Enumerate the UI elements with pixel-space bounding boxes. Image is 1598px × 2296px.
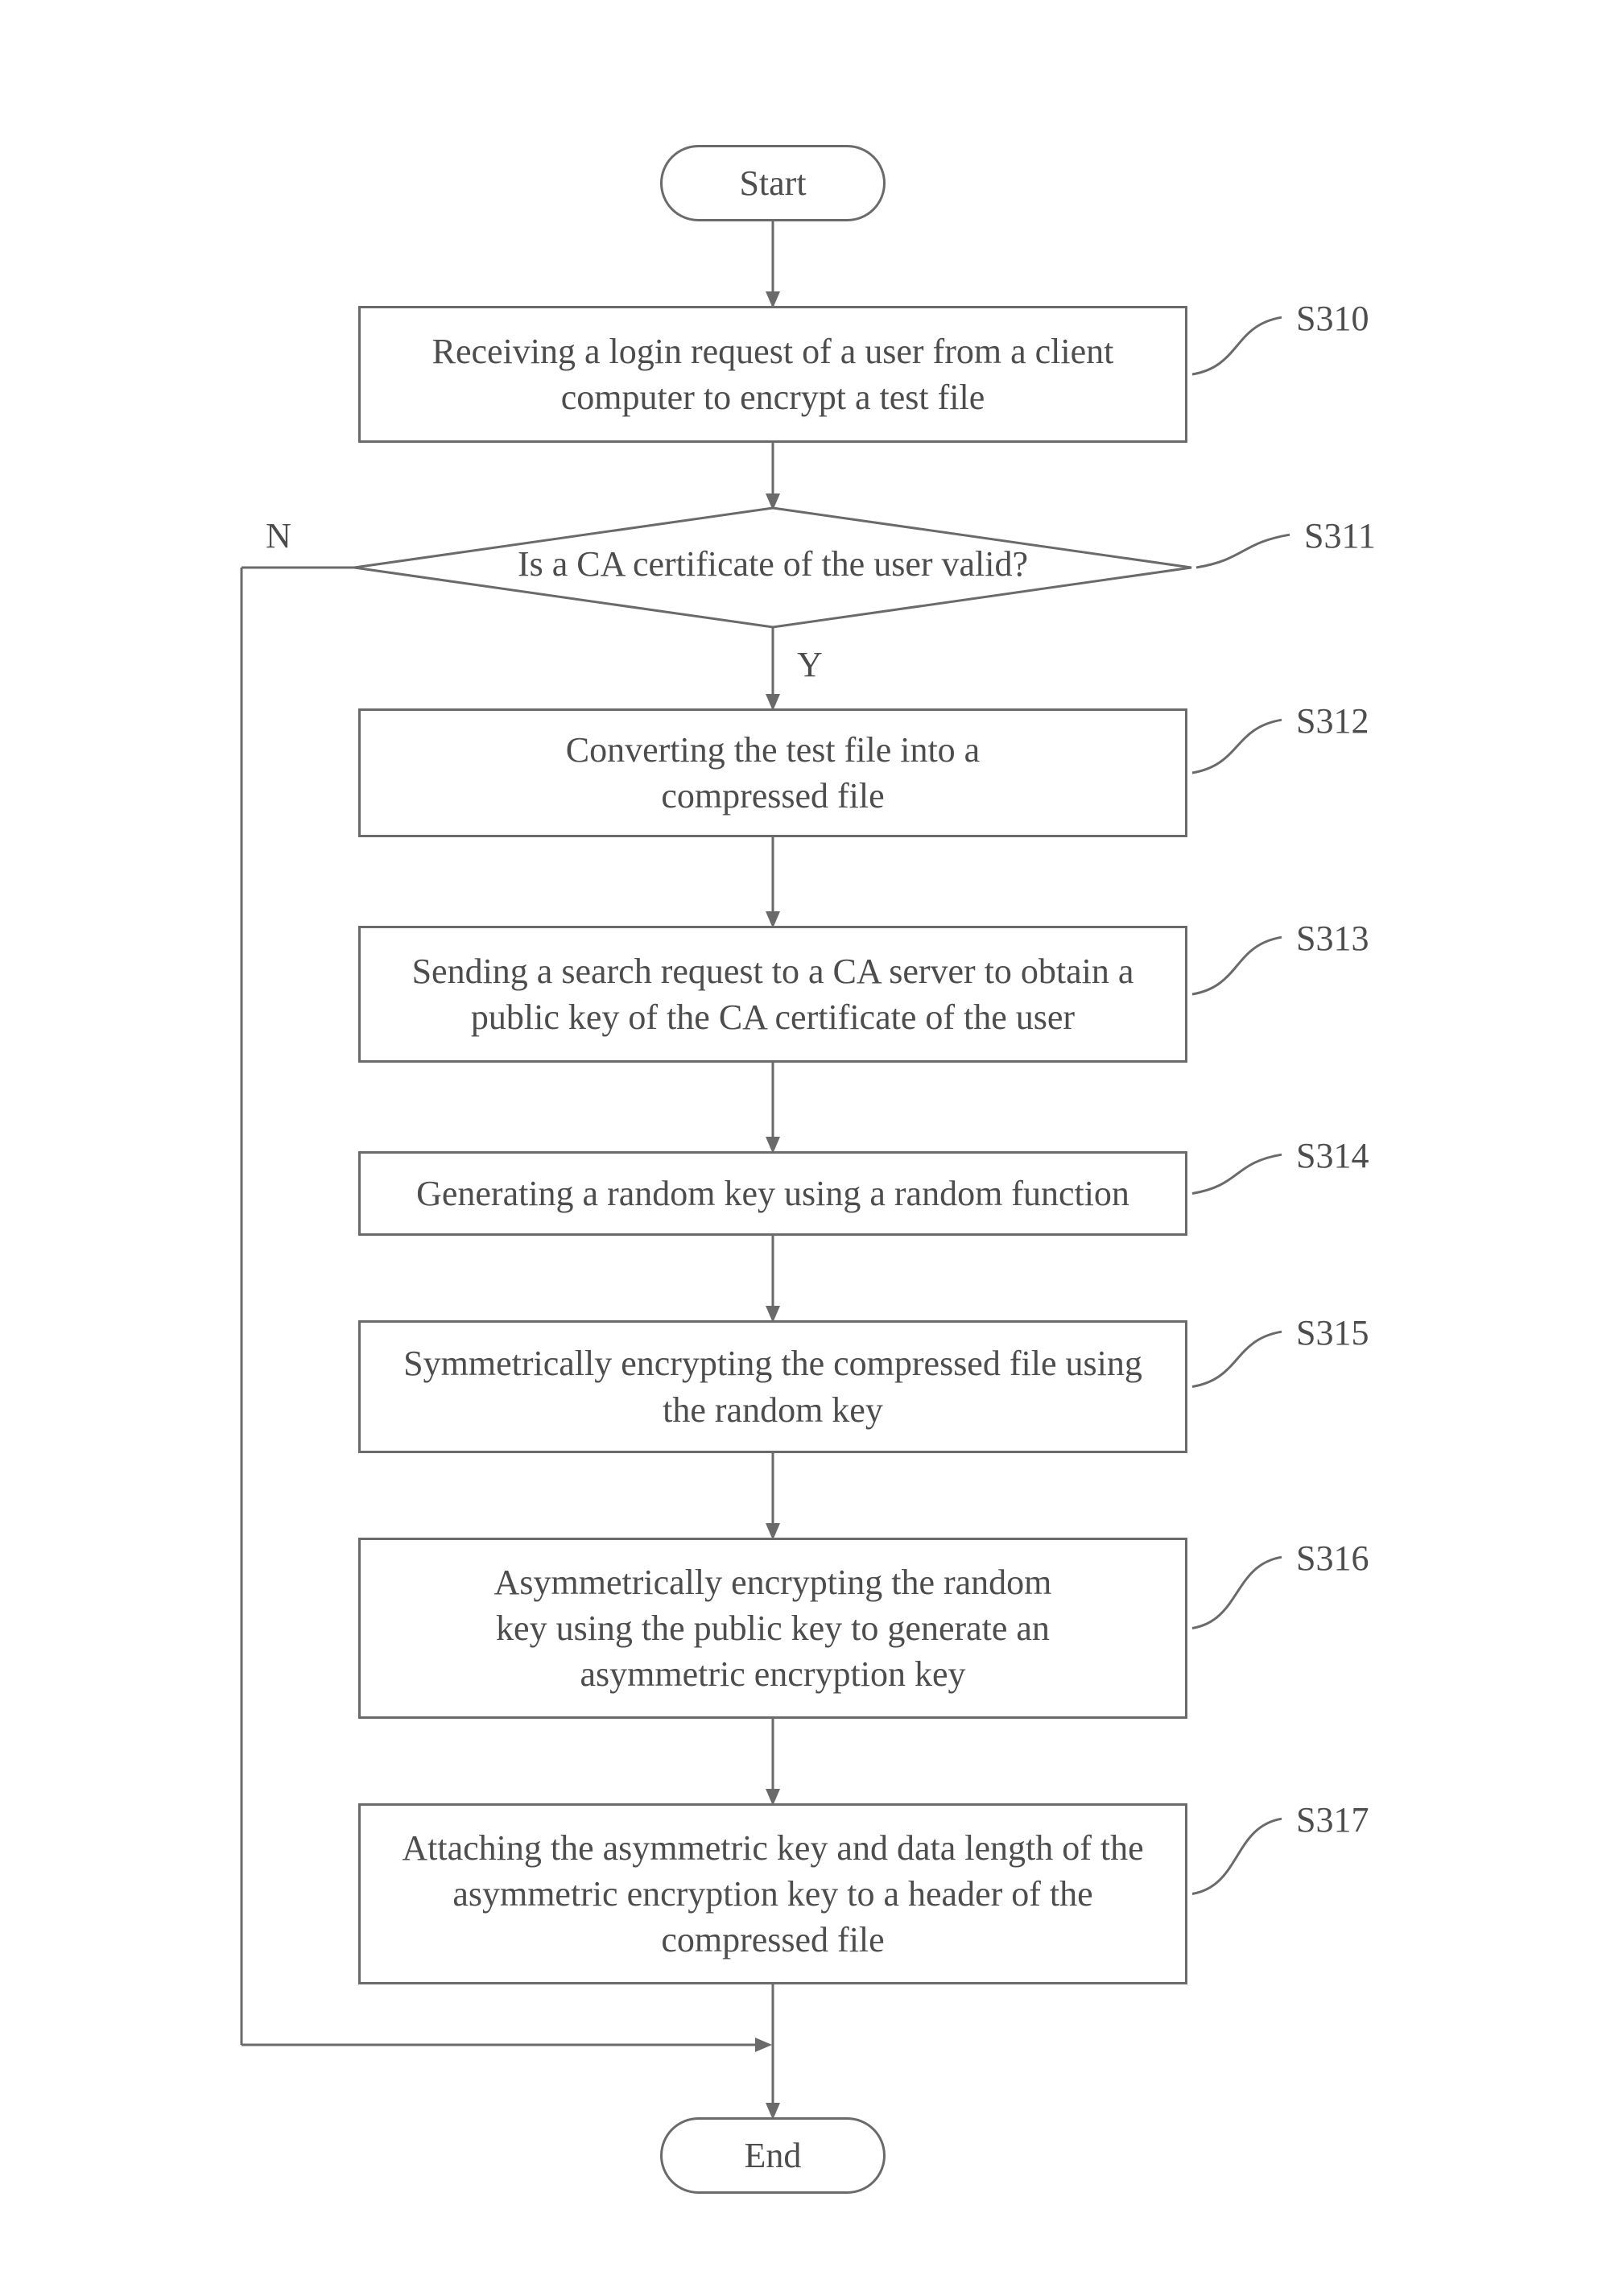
process-s314: Generating a random key using a random f… [358, 1151, 1187, 1236]
step-label-s317: S317 [1296, 1799, 1369, 1840]
process-s310-text: Receiving a login request of a user from… [432, 328, 1114, 420]
process-s316-text: Asymmetrically encrypting the random key… [494, 1559, 1052, 1698]
process-s313: Sending a search request to a CA server … [358, 926, 1187, 1063]
svg-text:Is a CA certificate of the use: Is a CA certificate of the user valid? [518, 544, 1028, 584]
terminator-end: End [660, 2117, 886, 2194]
process-s317: Attaching the asymmetric key and data le… [358, 1803, 1187, 1984]
step-label-s312: S312 [1296, 700, 1369, 741]
step-label-s310: S310 [1296, 298, 1369, 339]
process-s312-text: Converting the test file into a compress… [566, 727, 980, 819]
flowchart-canvas: Start End Receiving a login request of a… [0, 0, 1598, 2296]
branch-label-yes: Y [797, 644, 823, 685]
process-s315: Symmetrically encrypting the compressed … [358, 1320, 1187, 1453]
process-s314-text: Generating a random key using a random f… [416, 1171, 1129, 1216]
process-s313-text: Sending a search request to a CA server … [412, 948, 1134, 1040]
process-s310: Receiving a login request of a user from… [358, 306, 1187, 443]
step-label-s311: S311 [1304, 515, 1376, 556]
step-label-s313: S313 [1296, 918, 1369, 959]
terminator-end-text: End [745, 2135, 802, 2176]
terminator-start: Start [660, 145, 886, 221]
process-s316: Asymmetrically encrypting the random key… [358, 1538, 1187, 1719]
process-s312: Converting the test file into a compress… [358, 708, 1187, 837]
step-label-s314: S314 [1296, 1135, 1369, 1176]
step-label-s316: S316 [1296, 1538, 1369, 1579]
process-s317-text: Attaching the asymmetric key and data le… [402, 1825, 1143, 1964]
step-label-s315: S315 [1296, 1312, 1369, 1353]
terminator-start-text: Start [739, 163, 806, 204]
branch-label-no: N [266, 515, 291, 556]
process-s315-text: Symmetrically encrypting the compressed … [403, 1340, 1142, 1432]
